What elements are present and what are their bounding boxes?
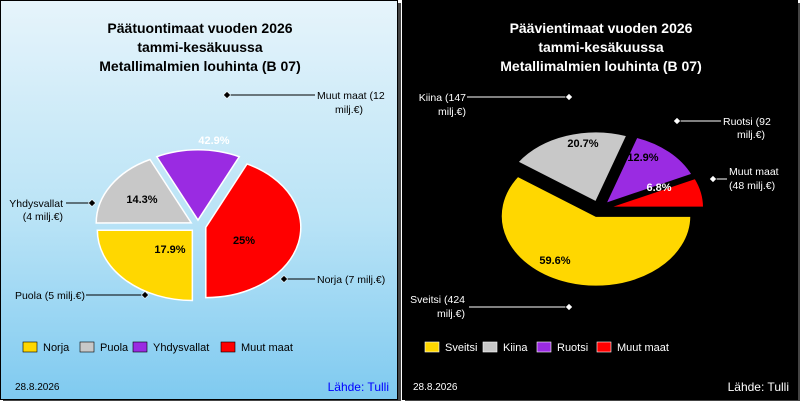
import-callout-marker-yhdysvallat [88, 199, 96, 207]
export-slice-pct-kiina: 20.7% [567, 138, 598, 150]
export-callout-label-kiina-2: milj.€) [438, 106, 466, 118]
export-pie-slice-kiina [516, 130, 628, 203]
export-chart-title-line-3: Metallimalmien louhinta (B 07) [500, 58, 701, 74]
export-pie-slice-ruotsi [604, 136, 694, 205]
import-chart-source: Lähde: Tulli [328, 380, 389, 394]
import-slice-pct-puola: 17.9% [154, 244, 185, 256]
import-slice-pct-muut-maat: 42.9% [198, 135, 229, 147]
export-legend-label-muut-maat: Muut maat [617, 342, 669, 354]
export-slice-pct-ruotsi: 12.9% [627, 152, 658, 164]
export-callout-marker-sveitsi [565, 303, 573, 311]
import-chart-title-line-1: Päätuontimaat vuoden 2026 [107, 20, 292, 36]
export-pie-chart: Päävientimaat vuoden 2026 tammi-kesäkuuss… [410, 20, 789, 394]
import-legend-label-muut-maat: Muut maat [241, 342, 293, 354]
export-pie-slice-muut-maat [608, 177, 705, 209]
import-callout-label-muut-maat-1: Muut maat (12 [317, 90, 385, 102]
import-legend-label-puola: Puola [100, 342, 129, 354]
export-slice-pct-muut-maat: 6.8% [646, 182, 671, 194]
export-chart-date: 28.8.2026 [413, 382, 458, 393]
export-chart-title-line-1: Päävientimaat vuoden 2026 [510, 20, 693, 36]
export-chart-panel: Päävientimaat vuoden 2026 tammi-kesäkuuss… [402, 0, 798, 400]
import-callout-label-norja-1: Norja (7 milj.€) [317, 274, 385, 286]
export-legend-label-sveitsi: Sveitsi [445, 342, 477, 354]
import-slice-pct-norja: 25% [233, 235, 255, 247]
import-chart-title-line-2: tammi-kesäkuussa [137, 39, 263, 55]
export-chart-title-line-2: tammi-kesäkuussa [538, 39, 664, 55]
export-legend-swatch-kiina [482, 341, 498, 353]
export-pie-slice-sveitsi [500, 175, 692, 288]
export-slice-pct-sveitsi: 59.6% [539, 255, 570, 267]
import-pie-slice-norja [96, 229, 194, 302]
export-legend-swatch-ruotsi [536, 341, 552, 353]
export-callout-marker-muut-maat [709, 175, 717, 183]
export-callout-label-ruotsi-2: milj.€) [737, 129, 765, 141]
import-callout-label-yhdysvallat-2: (4 milj.€) [23, 211, 63, 223]
import-legend-swatch-norja [22, 341, 38, 353]
import-callout-label-yhdysvallat-1: Yhdysvallat [9, 198, 63, 210]
import-chart-date: 28.8.2026 [15, 382, 60, 393]
import-pie-slice-muut-maat [205, 163, 302, 299]
import-pie-slice-yhdysvallat [155, 149, 241, 222]
import-legend-swatch-muut-maat [220, 341, 236, 353]
import-legend-swatch-yhdysvallat [132, 341, 148, 353]
import-pie-chart: Päätuontimaat vuoden 2026 tammi-kesäkuuss… [9, 20, 389, 394]
import-pie-slice-puola [95, 158, 193, 224]
import-legend-swatch-puola [79, 341, 95, 353]
export-callout-label-kiina-1: Kiina (147 [419, 92, 466, 104]
export-callout-label-muut-maat-1: Muut maat [729, 166, 779, 178]
import-chart-panel: Päätuontimaat vuoden 2026 tammi-kesäkuuss… [0, 0, 398, 400]
export-chart-source: Lähde: Tulli [728, 380, 789, 394]
import-slice-pct-yhdysvallat: 14.3% [126, 194, 157, 206]
export-legend-swatch-muut-maat [596, 341, 612, 353]
export-legend-swatch-sveitsi [424, 341, 440, 353]
export-callout-label-muut-maat-2: (48 milj.€) [729, 180, 775, 192]
import-callout-marker-norja [280, 275, 288, 283]
export-callout-label-sveitsi-2: milj.€) [437, 308, 465, 320]
import-callout-label-puola-1: Puola (5 milj.€) [15, 290, 85, 302]
import-chart-title-line-3: Metallimalmien louhinta (B 07) [99, 58, 300, 74]
import-callout-marker-muut-maat [223, 91, 231, 99]
export-callout-marker-kiina [565, 93, 573, 101]
export-callout-marker-ruotsi [673, 117, 681, 125]
import-legend-label-yhdysvallat: Yhdysvallat [153, 342, 209, 354]
export-callout-label-ruotsi-1: Ruotsi (92 [723, 116, 771, 128]
export-legend-label-kiina: Kiina [503, 342, 528, 354]
import-callout-label-muut-maat-2: milj.€) [335, 104, 363, 116]
import-callout-marker-puola [141, 291, 149, 299]
export-legend-label-ruotsi: Ruotsi [557, 342, 588, 354]
export-callout-label-sveitsi-1: Sveitsi (424 [410, 294, 465, 306]
import-legend-label-norja: Norja [43, 342, 70, 354]
